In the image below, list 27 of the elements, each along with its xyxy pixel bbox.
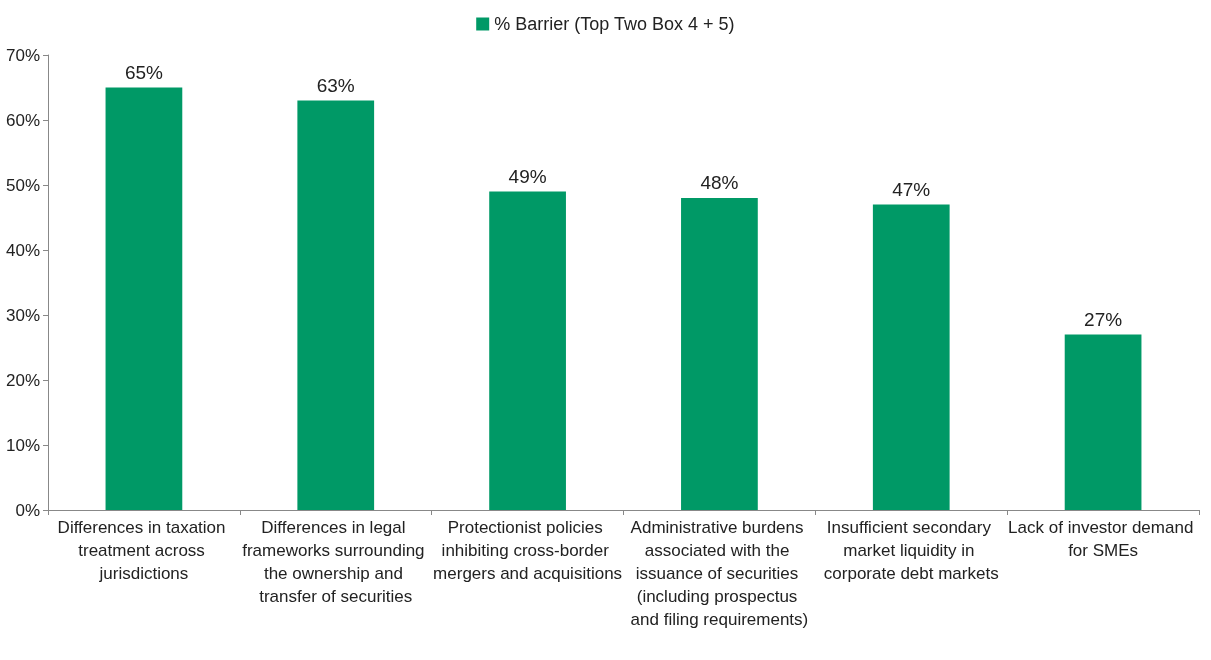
y-tick-label: 70% xyxy=(5,45,40,65)
bar xyxy=(872,204,950,510)
data-label: 63% xyxy=(316,74,355,96)
data-label: 27% xyxy=(1084,308,1123,330)
y-tick-label: 20% xyxy=(5,370,40,390)
y-tick-label: 0% xyxy=(15,500,40,520)
x-tick-label: Insufficient secondary market liquidity in corporate debt markets xyxy=(823,518,999,583)
bar xyxy=(297,100,375,510)
y-tick-label: 40% xyxy=(5,240,40,260)
legend-label: % Barrier (Top Two Box 4 + 5) xyxy=(494,14,735,34)
y-tick-label: 50% xyxy=(5,175,40,195)
bar xyxy=(105,87,183,510)
data-label: 49% xyxy=(508,165,547,187)
data-label: 65% xyxy=(124,61,164,83)
data-label: 48% xyxy=(700,172,739,193)
bar xyxy=(489,191,566,510)
y-tick-label: 30% xyxy=(5,305,40,325)
x-tick-label: Administrative burdens associated with the issuance of securities (including prospectus and filing requirements) xyxy=(630,518,809,629)
bar xyxy=(681,198,758,510)
y-tick-label: 60% xyxy=(5,110,40,130)
y-tick-label: 10% xyxy=(5,435,40,455)
bar xyxy=(1064,334,1142,510)
x-tick-label: Differences in legal frameworks surrounding the ownership and transfer of securities xyxy=(242,518,430,606)
x-tick-label: Differences in taxation treatment across jurisdictions xyxy=(57,518,231,583)
x-tick-label: Protectionist policies inhibiting cross-border mergers and acquisitions xyxy=(433,518,623,583)
data-label: 47% xyxy=(892,178,931,200)
x-tick-label: Lack of investor demand for SMEs xyxy=(1008,518,1199,560)
